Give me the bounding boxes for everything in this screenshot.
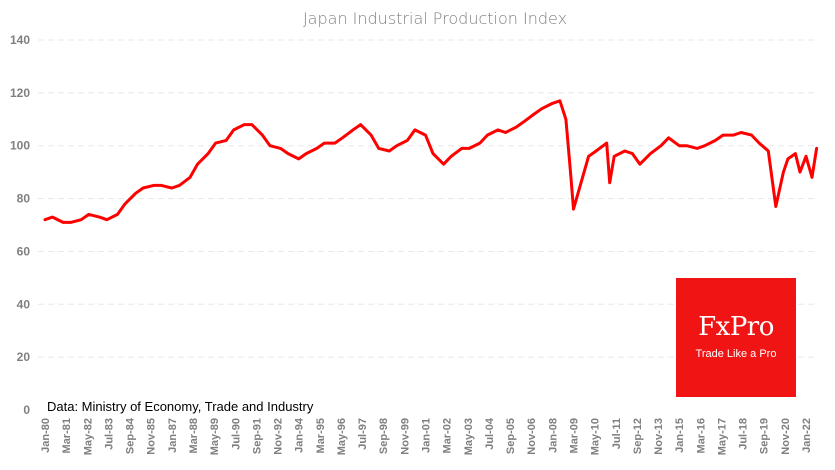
x-tick-label: Nov-13 (653, 418, 665, 455)
x-tick-label: Jan-94 (294, 417, 306, 453)
x-tick-label: Nov-06 (526, 418, 538, 455)
x-axis: Jan-80 Mar-81 May-82 Jul-83 Sep-84 Nov-85 Jan-… (40, 417, 813, 455)
x-tick-label: May-82 (82, 418, 94, 455)
y-tick-label: 100 (10, 139, 30, 153)
x-tick-label: Jul-18 (738, 418, 750, 450)
series-line (43, 99, 819, 224)
y-axis: 0 20 40 60 80 100 120 140 (10, 33, 30, 417)
y-tick-label: 20 (17, 350, 31, 364)
x-tick-label: Mar-09 (568, 418, 580, 453)
x-tick-label: Sep-84 (125, 417, 137, 454)
x-tick-label: May-10 (590, 418, 602, 455)
y-tick-label: 60 (17, 244, 31, 258)
x-tick-label: Jul-11 (611, 418, 623, 449)
y-tick-label: 140 (10, 33, 30, 47)
x-tick-label: Jan-01 (421, 418, 433, 453)
x-tick-label: Nov-99 (399, 418, 411, 455)
x-tick-label: Sep-19 (759, 418, 771, 454)
x-tick-label: Sep-12 (632, 418, 644, 454)
x-tick-label: May-03 (463, 418, 475, 455)
fxpro-logo: FxPro Trade Like a Pro (676, 278, 796, 397)
x-tick-label: Nov-85 (146, 418, 158, 455)
x-tick-label: Nov-92 (273, 418, 285, 455)
logo-name: FxPro (698, 312, 774, 342)
x-tick-label: May-96 (336, 418, 348, 455)
chart-title: Japan Industrial Production Index (303, 9, 567, 28)
x-tick-label: Sep-98 (378, 418, 390, 454)
y-tick-label: 0 (23, 403, 30, 417)
x-tick-label: Jul-97 (357, 418, 369, 450)
x-tick-label: Jul-83 (103, 418, 115, 450)
x-tick-label: Nov-20 (780, 418, 792, 455)
x-tick-label: Jul-04 (484, 417, 496, 450)
y-tick-label: 40 (17, 297, 31, 311)
x-tick-label: Mar-02 (442, 418, 454, 453)
series-layer (43, 99, 819, 224)
x-tick-label: Jan-80 (40, 418, 52, 453)
x-tick-label: Jan-87 (167, 418, 179, 453)
y-tick-label: 80 (17, 192, 31, 206)
y-tick-label: 120 (10, 86, 30, 100)
x-tick-label: Mar-16 (695, 418, 707, 453)
logo-tagline: Trade Like a Pro (695, 348, 777, 360)
x-tick-label: Jan-15 (674, 418, 686, 453)
x-tick-label: Jan-22 (801, 418, 813, 453)
x-tick-label: Sep-05 (505, 418, 517, 454)
x-tick-label: May-17 (716, 418, 728, 455)
x-tick-label: Sep-91 (251, 418, 263, 454)
x-tick-label: May-89 (209, 418, 221, 455)
x-tick-label: Mar-95 (315, 418, 327, 453)
x-tick-label: Jul-90 (230, 418, 242, 450)
x-tick-label: Mar-88 (188, 418, 200, 453)
x-tick-label: Jan-08 (547, 418, 559, 453)
x-tick-label: Mar-81 (61, 418, 73, 453)
source-note: Data: Ministry of Economy, Trade and Ind… (44, 399, 317, 414)
